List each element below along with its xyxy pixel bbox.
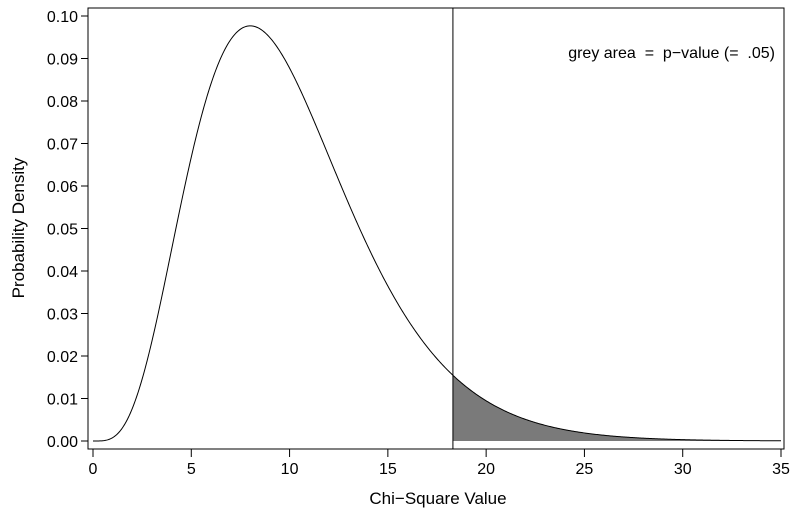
density-curve xyxy=(93,25,781,442)
x-tick-label: 35 xyxy=(772,461,790,478)
y-tick-label: 0.02 xyxy=(47,349,78,366)
y-tick-label: 0.08 xyxy=(47,94,78,111)
y-tick-label: 0.10 xyxy=(47,9,78,26)
x-tick-label: 15 xyxy=(379,461,397,478)
y-tick-label: 0.07 xyxy=(47,137,78,154)
x-tick-label: 0 xyxy=(89,461,98,478)
y-axis-label: Probability Density xyxy=(9,157,28,298)
plot-frame xyxy=(87,7,785,450)
x-tick-label: 5 xyxy=(187,461,196,478)
y-tick-label: 0.06 xyxy=(47,179,78,196)
axes: 0 5 10 15 20 25 30 35 0.00 0.01 0.02 0.03 0.04 0.05 0.… xyxy=(47,7,790,478)
y-tick-label: 0.03 xyxy=(47,307,78,324)
p-value-shaded-area xyxy=(452,375,781,441)
x-axis-label: Chi−Square Value xyxy=(369,489,506,508)
y-tick-label: 0.05 xyxy=(47,222,78,239)
plot-area xyxy=(93,8,781,449)
y-tick-label: 0.00 xyxy=(47,434,78,451)
y-tick-label: 0.01 xyxy=(47,392,78,409)
x-tick-label: 10 xyxy=(281,461,299,478)
x-tick-label: 30 xyxy=(674,461,692,478)
x-tick-label: 25 xyxy=(576,461,594,478)
x-tick-label: 20 xyxy=(477,461,495,478)
y-tick-label: 0.09 xyxy=(47,52,78,69)
y-tick-label: 0.04 xyxy=(47,264,78,281)
p-value-annotation: grey area = p−value (= .05) xyxy=(568,45,775,62)
